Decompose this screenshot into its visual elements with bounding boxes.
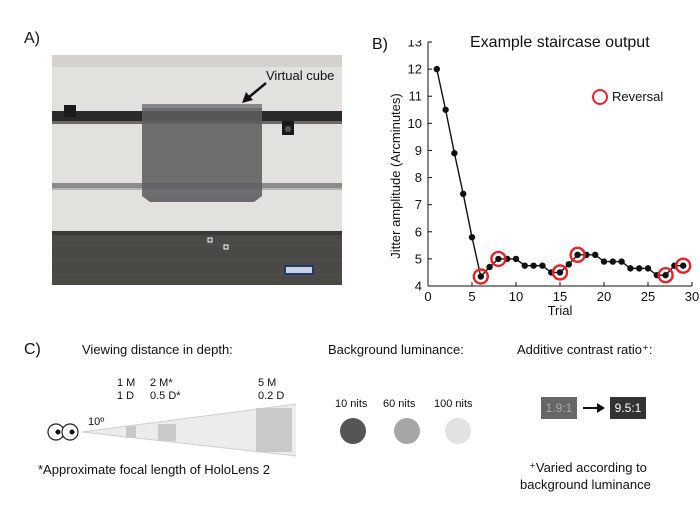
y-tick-label: 10 [408, 116, 422, 131]
luminance-label-10: 10 nits [335, 398, 368, 410]
data-point [592, 251, 599, 259]
virtual-cube-annotation: Virtual cube [266, 68, 335, 83]
contrast-footnote-2: background luminance [520, 477, 651, 492]
contrast-high-box: 9.5:1 [610, 397, 646, 419]
virtual-cube [142, 104, 262, 202]
luminance-title: Background luminance: [328, 342, 464, 357]
plane-1m [126, 426, 136, 438]
y-tick-label: 6 [415, 224, 422, 239]
distance-1-m: 1 M [117, 377, 136, 389]
chart-axes: 4 5 6 7 8 9 10 11 12 13 0 5 10 15 20 25 30 Trial Jitter am… [388, 40, 699, 318]
data-point [433, 65, 440, 73]
y-tick-label: 8 [415, 170, 422, 185]
field-angle-label: 10º [88, 416, 105, 428]
data-point [451, 149, 458, 157]
arrow-icon [242, 82, 267, 103]
reversal-marker [675, 257, 692, 274]
staircase-chart: 4 5 6 7 8 9 10 11 12 13 0 5 10 15 20 25 30 Trial Jitter am… [388, 40, 699, 318]
distance-3-d: 0.2 D [258, 390, 285, 402]
data-point [636, 265, 643, 272]
y-tick-label: 12 [408, 62, 422, 77]
distance-3-m: 5 M [258, 377, 277, 389]
luminance-swatch-60 [394, 418, 420, 444]
luminance-label-60: 60 nits [383, 398, 416, 410]
panel-a-label: A) [24, 30, 40, 47]
plane-2m [158, 424, 176, 441]
x-tick-label: 5 [468, 289, 475, 304]
contrast-low-box: 1.9:1 [541, 397, 577, 419]
luminance-swatch-10 [340, 418, 366, 444]
data-point [468, 234, 476, 241]
viewing-distance-diagram [47, 403, 297, 457]
distance-2-m: 2 M* [150, 377, 173, 389]
chart-series [433, 65, 692, 285]
data-point [627, 265, 634, 272]
x-tick-label: 20 [597, 289, 611, 304]
data-point [662, 271, 669, 279]
data-point [495, 255, 502, 263]
luminance-swatch-100 [445, 418, 471, 444]
data-point [680, 262, 687, 269]
reversal-marker [551, 264, 569, 281]
data-point [556, 269, 564, 276]
data-point [539, 262, 546, 269]
data-point [521, 262, 528, 269]
y-tick-label: 11 [409, 89, 423, 104]
reversal-marker [490, 250, 507, 268]
data-point [477, 273, 484, 280]
y-tick-label: 13 [408, 40, 422, 50]
x-tick-label: 0 [424, 289, 431, 304]
x-tick-label: 30 [685, 289, 699, 304]
y-tick-label: 5 [415, 251, 422, 266]
panel-b-label: B) [372, 36, 388, 53]
data-point [618, 258, 625, 265]
plane-5m [256, 408, 292, 452]
legend-reversal-label: Reversal [612, 89, 664, 104]
data-point [565, 261, 572, 268]
data-point [442, 106, 449, 113]
reversal-marker [657, 266, 674, 284]
x-axis-label: Trial [548, 303, 573, 318]
luminance-label-100: 100 nits [434, 398, 473, 410]
contrast-footnote-1: ⁺Varied according to [529, 460, 647, 475]
reversal-marker [569, 246, 586, 264]
viewing-distance-title: Viewing distance in depth: [82, 342, 233, 357]
x-tick-label: 10 [509, 289, 523, 304]
contrast-title: Additive contrast ratio⁺: [517, 342, 653, 357]
data-point [600, 258, 608, 265]
data-point [609, 258, 616, 265]
data-point [486, 263, 493, 271]
arrow-right-icon [583, 403, 605, 413]
distance-1-d: 1 D [117, 390, 135, 402]
legend-reversal-marker [592, 89, 608, 105]
y-tick-label: 4 [415, 279, 422, 294]
data-point [530, 262, 537, 269]
data-point [512, 255, 520, 263]
data-point [644, 265, 652, 272]
eyes-icon [47, 423, 79, 441]
x-tick-label: 15 [553, 289, 567, 304]
y-tick-label: 7 [415, 197, 422, 212]
data-point [574, 251, 581, 259]
x-tick-label: 25 [641, 289, 655, 304]
data-point [460, 190, 467, 198]
panel-c-label: C) [24, 341, 41, 358]
y-axis-label: Jitter amplitude (Arcminutes) [388, 93, 403, 258]
focal-footnote: *Approximate focal length of HoloLens 2 [38, 462, 270, 477]
y-tick-label: 9 [415, 143, 422, 158]
reversal-marker [472, 268, 490, 285]
distance-2-d: 0.5 D* [150, 390, 181, 402]
chart-title: Example staircase output [470, 34, 650, 51]
